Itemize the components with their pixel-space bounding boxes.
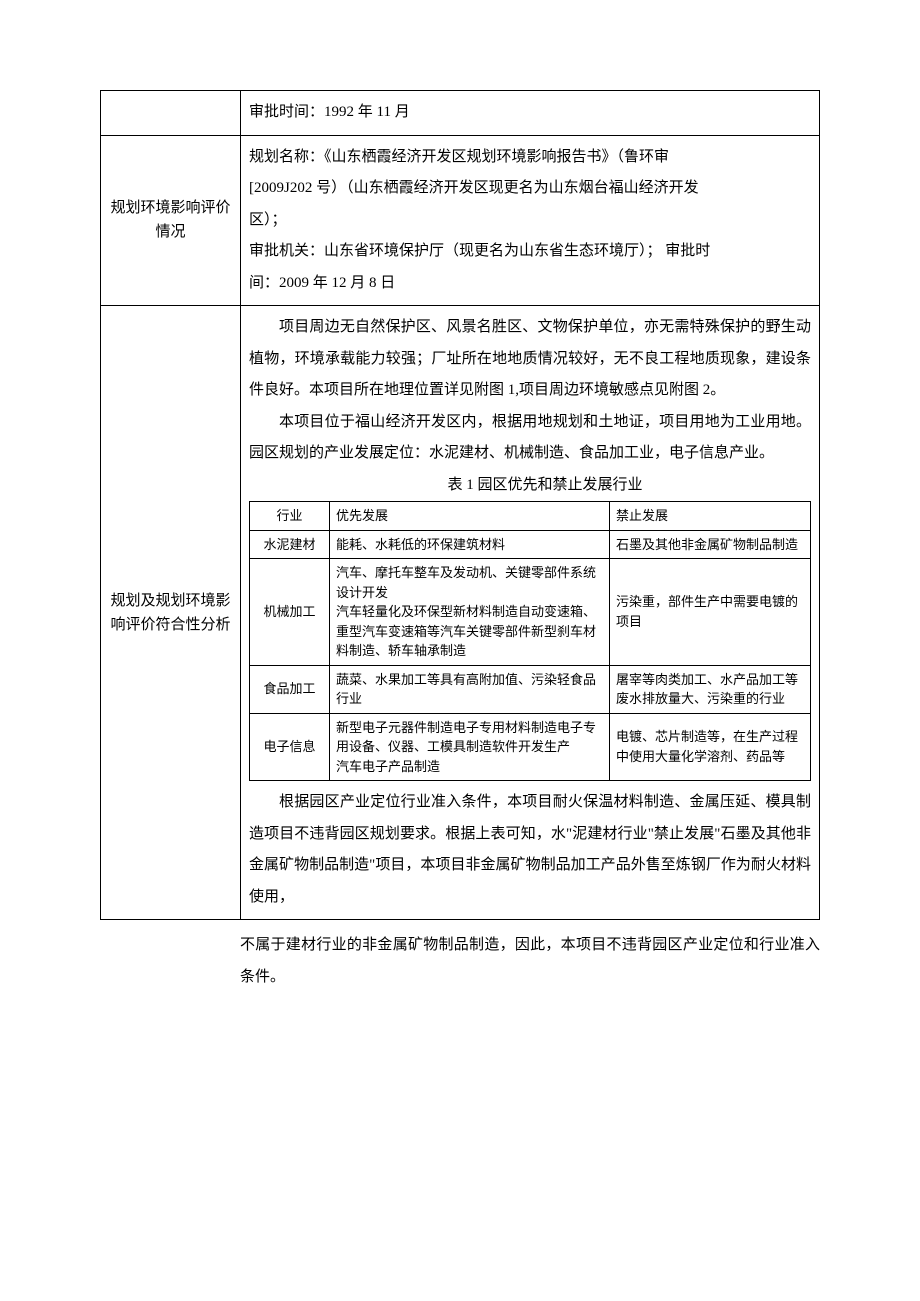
table-row: 电子信息 新型电子元器件制造电子专用材料制造电子专用设备、仪器、工模具制造软件开… [250,713,811,781]
industry-table-header-row: 行业 优先发展 禁止发展 [250,502,811,531]
row1-line1: 规划名称：《山东栖霞经济开发区规划环境影响报告书》（鲁环审 [249,142,811,174]
cell-prohibit: 电镀、芯片制造等，在生产过程中使用大量化学溶剂、药品等 [610,713,811,781]
row1-line5: 间：2009 年 12 月 8 日 [249,268,811,300]
approval-time-text: 审批时间：1992 年 11 月 [249,97,811,129]
row2-p1: 项目周边无自然保护区、风景名胜区、文物保护单位，亦无需特殊保护的野生动植物，环境… [249,312,811,407]
industry-table: 行业 优先发展 禁止发展 水泥建材 能耗、水耗低的环保建筑材料 石墨及其他非金属… [249,501,811,781]
inner-table-caption: 表 1 园区优先和禁止发展行业 [249,470,811,502]
cell-prohibit: 屠宰等肉类加工、水产品加工等废水排放量大、污染重的行业 [610,665,811,713]
industry-table-body: 水泥建材 能耗、水耗低的环保建筑材料 石墨及其他非金属矿物制品制造 机械加工 汽… [250,530,811,781]
table-row: 食品加工 蔬菜、水果加工等具有高附加值、污染轻食品行业 屠宰等肉类加工、水产品加… [250,665,811,713]
table-row: 机械加工 汽车、摩托车整车及发动机、关键零部件系统设计开发汽车轻量化及环保型新材… [250,559,811,666]
row0-label-cell [101,91,241,136]
row1-label: 规划环境影响评价情况 [101,135,241,306]
footer-paragraph: 不属于建材行业的非金属矿物制品制造，因此，本项目不违背园区产业定位和行业准入条件… [100,930,820,993]
row1-content: 规划名称：《山东栖霞经济开发区规划环境影响报告书》（鲁环审 [2009J202 … [241,135,820,306]
cell-industry: 食品加工 [250,665,330,713]
th-priority: 优先发展 [330,502,610,531]
th-industry: 行业 [250,502,330,531]
cell-industry: 机械加工 [250,559,330,666]
table-row: 水泥建材 能耗、水耗低的环保建筑材料 石墨及其他非金属矿物制品制造 [250,530,811,559]
th-prohibit: 禁止发展 [610,502,811,531]
cell-industry: 电子信息 [250,713,330,781]
cell-prohibit: 污染重，部件生产中需要电镀的项目 [610,559,811,666]
cell-priority: 新型电子元器件制造电子专用材料制造电子专用设备、仪器、工模具制造软件开发生产汽车… [330,713,610,781]
row2-p2: 本项目位于福山经济开发区内，根据用地规划和土地证，项目用地为工业用地。园区规划的… [249,407,811,470]
row1-line4: 审批机关：山东省环境保护厅（现更名为山东省生态环境厅）； 审批时 [249,236,811,268]
cell-priority: 蔬菜、水果加工等具有高附加值、污染轻食品行业 [330,665,610,713]
row-approval-time: 审批时间：1992 年 11 月 [101,91,820,136]
row2-label: 规划及规划环境影响评价符合性分析 [101,306,241,920]
cell-priority: 能耗、水耗低的环保建筑材料 [330,530,610,559]
row2-content: 项目周边无自然保护区、风景名胜区、文物保护单位，亦无需特殊保护的野生动植物，环境… [241,306,820,920]
cell-industry: 水泥建材 [250,530,330,559]
cell-prohibit: 石墨及其他非金属矿物制品制造 [610,530,811,559]
row0-content-cell: 审批时间：1992 年 11 月 [241,91,820,136]
row-planning-eia: 规划环境影响评价情况 规划名称：《山东栖霞经济开发区规划环境影响报告书》（鲁环审… [101,135,820,306]
cell-priority: 汽车、摩托车整车及发动机、关键零部件系统设计开发汽车轻量化及环保型新材料制造自动… [330,559,610,666]
row2-p3: 根据园区产业定位行业准入条件，本项目耐火保温材料制造、金属压延、模具制造项目不违… [249,787,811,913]
main-table: 审批时间：1992 年 11 月 规划环境影响评价情况 规划名称：《山东栖霞经济… [100,90,820,920]
row1-line2: [2009J202 号）（山东栖霞经济开发区现更名为山东烟台福山经济开发 [249,173,811,205]
row-compliance-analysis: 规划及规划环境影响评价符合性分析 项目周边无自然保护区、风景名胜区、文物保护单位… [101,306,820,920]
row1-line3: 区）； [249,205,811,237]
